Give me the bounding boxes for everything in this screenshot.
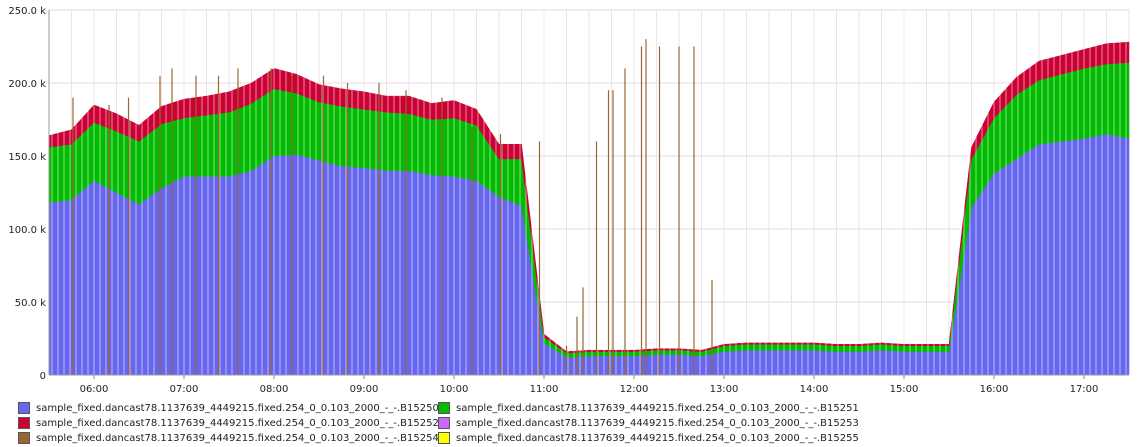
y-tick-label: 0: [40, 371, 46, 382]
x-tick-label: 09:00: [350, 384, 379, 395]
plot-area: 0 50.0 k 100.0 k 150.0 k 200.0 k 250.0 k 06:00…: [8, 6, 1130, 395]
legend-swatch: [438, 402, 450, 414]
legend-item: sample_fixed.dancast78.1137639_4449215.f…: [18, 416, 439, 430]
legend-item: sample_fixed.dancast78.1137639_4449215.f…: [18, 401, 439, 415]
x-tick-label: 15:00: [890, 384, 919, 395]
x-tick-label: 11:00: [530, 384, 559, 395]
legend-label: sample_fixed.dancast78.1137639_4449215.f…: [456, 417, 859, 429]
x-tick-label: 16:00: [980, 384, 1009, 395]
legend-swatch: [18, 432, 30, 444]
y-tick-label: 50.0 k: [15, 298, 46, 309]
legend-item: sample_fixed.dancast78.1137639_4449215.f…: [438, 401, 859, 415]
legend-label: sample_fixed.dancast78.1137639_4449215.f…: [456, 432, 859, 444]
legend-item: sample_fixed.dancast78.1137639_4449215.f…: [438, 431, 859, 445]
legend-item: sample_fixed.dancast78.1137639_4449215.f…: [18, 431, 439, 445]
legend-label: sample_fixed.dancast78.1137639_4449215.f…: [36, 402, 439, 414]
x-tick-label: 06:00: [80, 384, 109, 395]
y-tick-label: 150.0 k: [8, 152, 46, 163]
x-tick-label: 12:00: [620, 384, 649, 395]
y-tick-label: 250.0 k: [8, 6, 46, 17]
x-tick-label: 10:00: [440, 384, 469, 395]
legend: sample_fixed.dancast78.1137639_4449215.f…: [18, 401, 1128, 445]
x-tick-label: 08:00: [260, 384, 289, 395]
legend-label: sample_fixed.dancast78.1137639_4449215.f…: [36, 417, 439, 429]
y-tick-label: 100.0 k: [8, 225, 46, 236]
y-tick-label: 200.0 k: [8, 79, 46, 90]
legend-label: sample_fixed.dancast78.1137639_4449215.f…: [36, 432, 439, 444]
x-tick-label: 17:00: [1070, 384, 1099, 395]
legend-swatch: [438, 432, 450, 444]
legend-swatch: [438, 417, 450, 429]
legend-item: sample_fixed.dancast78.1137639_4449215.f…: [438, 416, 859, 430]
legend-swatch: [18, 417, 30, 429]
x-tick-label: 13:00: [710, 384, 739, 395]
x-tick-label: 07:00: [170, 384, 199, 395]
x-tick-label: 14:00: [800, 384, 829, 395]
legend-label: sample_fixed.dancast78.1137639_4449215.f…: [456, 402, 859, 414]
legend-swatch: [18, 402, 30, 414]
